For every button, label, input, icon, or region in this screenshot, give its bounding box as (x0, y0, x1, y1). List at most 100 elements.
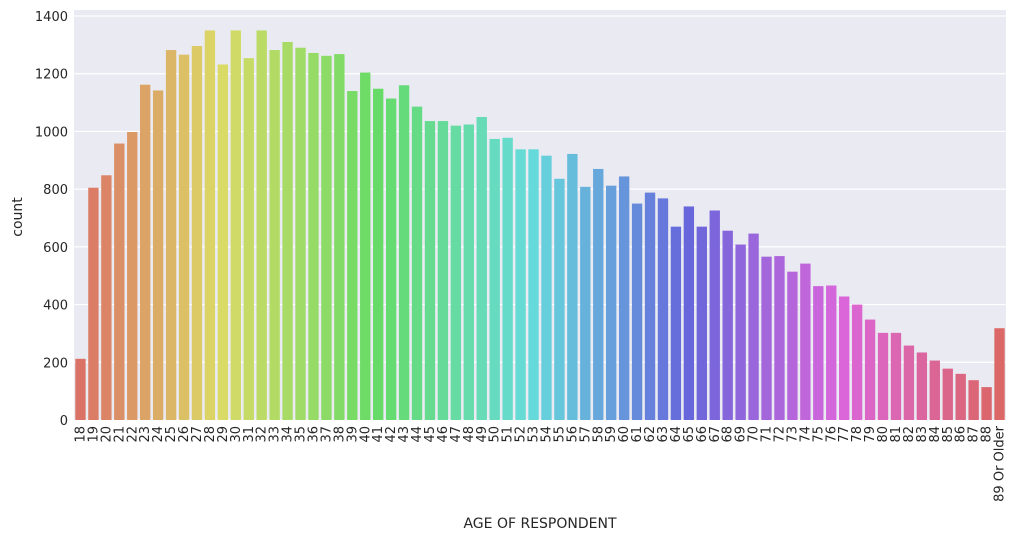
bar-74 (800, 263, 811, 420)
bar-30 (230, 30, 241, 421)
x-tick-label: 30 (229, 426, 244, 443)
bar-33 (269, 50, 280, 421)
x-tick-label: 56 (565, 426, 580, 443)
bar-21 (114, 143, 125, 420)
bar-43 (398, 85, 410, 420)
x-tick-label: 44 (410, 426, 425, 443)
bar-81 (890, 332, 902, 420)
bar-76 (826, 285, 837, 420)
bar-32 (256, 30, 267, 421)
x-tick-label: 80 (876, 426, 891, 443)
bar-78 (851, 304, 863, 420)
y-axis-label: count (10, 197, 26, 237)
bar-87 (968, 380, 979, 420)
bar-82 (903, 345, 915, 420)
x-tick-label: 19 (86, 426, 101, 443)
x-tick-label: 72 (772, 426, 787, 443)
x-tick-label: 26 (177, 426, 192, 443)
bar-73 (787, 271, 798, 420)
x-tick-label: 87 (967, 426, 982, 443)
bar-88 (981, 387, 992, 420)
x-tick-label: 23 (138, 426, 153, 443)
x-tick-label: 54 (539, 426, 554, 443)
x-tick-label: 63 (656, 426, 671, 443)
bar-49 (476, 117, 487, 420)
y-tick-label: 400 (43, 299, 68, 314)
bar-68 (722, 230, 733, 420)
x-tick-label: 75 (811, 426, 826, 443)
bar-50 (489, 138, 500, 420)
x-tick-label: 71 (760, 426, 775, 443)
bar-54 (541, 155, 552, 420)
x-tick-label: 81 (889, 426, 904, 443)
x-tick-label: 61 (630, 426, 645, 443)
bar-63 (657, 198, 669, 420)
x-tick-label: 89 Or Older (993, 425, 1008, 501)
x-tick-label: 55 (552, 426, 567, 443)
x-tick-label: 22 (125, 426, 140, 443)
bar-60 (618, 176, 630, 420)
bar-64 (670, 226, 682, 420)
x-tick-label: 88 (980, 426, 995, 443)
bar-84 (929, 360, 940, 420)
bar-31 (243, 58, 254, 420)
x-tick-label: 29 (216, 426, 231, 443)
x-axis-ticks: 1819202122232425262728293031323334353637… (73, 425, 1007, 501)
x-tick-label: 37 (319, 426, 334, 443)
bar-26 (178, 54, 190, 420)
bar-40 (360, 72, 371, 420)
x-tick-label: 36 (306, 426, 321, 443)
bar-53 (528, 149, 539, 420)
x-tick-label: 31 (242, 426, 257, 443)
x-axis-label: AGE OF RESPONDENT (463, 516, 616, 532)
bar-58 (593, 168, 604, 420)
bar-27 (191, 46, 203, 421)
x-tick-label: 62 (643, 426, 658, 443)
y-tick-label: 200 (43, 356, 68, 371)
x-tick-label: 70 (747, 426, 762, 443)
x-tick-label: 82 (902, 426, 917, 443)
x-tick-label: 27 (190, 426, 205, 443)
x-tick-label: 35 (294, 426, 309, 443)
bar-69 (735, 244, 746, 420)
x-tick-label: 28 (203, 426, 218, 443)
y-axis-ticks: 0 200 400 600 800 1000 1200 1400 (35, 10, 68, 429)
bar-65 (683, 206, 695, 420)
bar-44 (411, 106, 423, 421)
x-tick-label: 33 (268, 426, 283, 443)
x-tick-label: 45 (423, 426, 438, 443)
x-tick-label: 78 (850, 426, 865, 443)
x-tick-label: 73 (785, 426, 800, 443)
x-tick-label: 57 (578, 426, 593, 443)
bar-24 (152, 90, 164, 421)
x-tick-label: 41 (371, 426, 386, 443)
bar-61 (631, 203, 643, 420)
bar-80 (877, 332, 889, 420)
bar-83 (916, 352, 928, 420)
bar-34 (282, 41, 293, 420)
bar-62 (644, 192, 656, 420)
x-tick-label: 65 (682, 426, 697, 443)
x-tick-label: 20 (99, 426, 114, 443)
bar-59 (606, 185, 617, 420)
x-tick-label: 46 (436, 426, 451, 443)
x-tick-label: 68 (721, 426, 736, 443)
x-tick-label: 79 (863, 426, 878, 443)
x-tick-label: 66 (695, 426, 710, 443)
bar-67 (709, 210, 720, 420)
gridlines (74, 15, 1006, 421)
bar-57 (580, 186, 591, 420)
x-tick-label: 38 (332, 426, 347, 443)
bar-55 (554, 178, 565, 420)
x-tick-label: 64 (669, 426, 684, 443)
x-tick-label: 39 (345, 426, 360, 443)
plot-background (74, 10, 1006, 420)
bar-79 (864, 319, 876, 420)
bar-86 (955, 373, 966, 420)
bar-51 (502, 137, 513, 420)
x-tick-label: 40 (358, 426, 373, 443)
x-tick-label: 25 (164, 426, 179, 443)
bar-48 (463, 124, 474, 420)
bar-37 (321, 55, 332, 421)
